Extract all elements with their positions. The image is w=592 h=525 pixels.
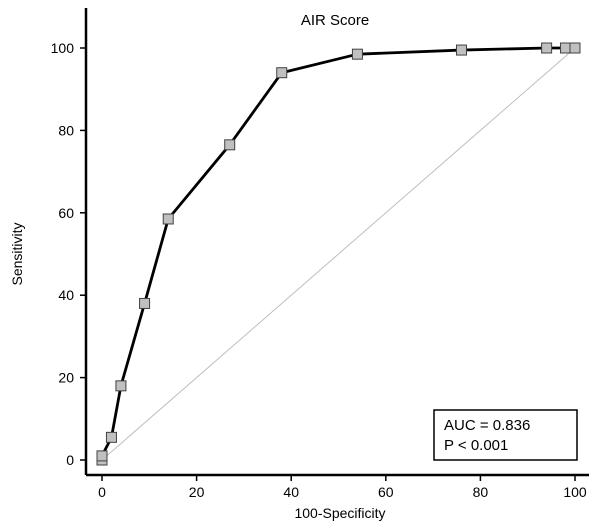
- auc-text: AUC = 0.836: [444, 417, 530, 434]
- y-tick-label: 40: [58, 287, 74, 303]
- data-point-marker: [162, 213, 174, 225]
- x-tick-label: 20: [189, 484, 205, 500]
- data-point-marker: [139, 297, 151, 309]
- data-point-marker: [276, 67, 288, 79]
- x-tick-label: 40: [283, 484, 299, 500]
- data-point-marker: [105, 431, 117, 443]
- data-point-marker: [115, 380, 127, 392]
- plot-area: [96, 42, 581, 466]
- chart-title: AIR Score: [301, 12, 369, 29]
- x-axis-ticks: 0 20 40 60 80 100: [98, 475, 587, 500]
- y-tick-label: 80: [58, 122, 74, 138]
- data-point-marker: [569, 42, 581, 54]
- y-tick-label: 60: [58, 205, 74, 221]
- reference-diagonal-line: [101, 47, 576, 461]
- data-point-marker: [224, 139, 236, 151]
- annotation-box: AUC = 0.836 P < 0.001: [433, 409, 578, 461]
- data-point-marker: [560, 42, 572, 54]
- x-tick-label: 80: [473, 484, 489, 500]
- data-point-marker: [351, 48, 363, 60]
- y-axis-ticks: 0 20 40 60 80 100: [51, 40, 86, 468]
- p-value-text: P < 0.001: [444, 437, 508, 454]
- annotation-frame: [433, 409, 578, 461]
- x-tick-label: 60: [378, 484, 394, 500]
- y-tick-label: 20: [58, 370, 74, 386]
- y-tick-label: 0: [66, 452, 74, 468]
- x-axis-label: 100-Specificity: [294, 505, 385, 521]
- y-tick-label: 100: [51, 40, 75, 56]
- x-tick-label: 0: [98, 484, 106, 500]
- data-point-marker: [541, 42, 553, 54]
- data-point-marker: [455, 44, 467, 56]
- data-point-marker: [96, 450, 108, 462]
- y-axis-label: Sensitivity: [9, 222, 25, 285]
- x-tick-label: 100: [563, 484, 587, 500]
